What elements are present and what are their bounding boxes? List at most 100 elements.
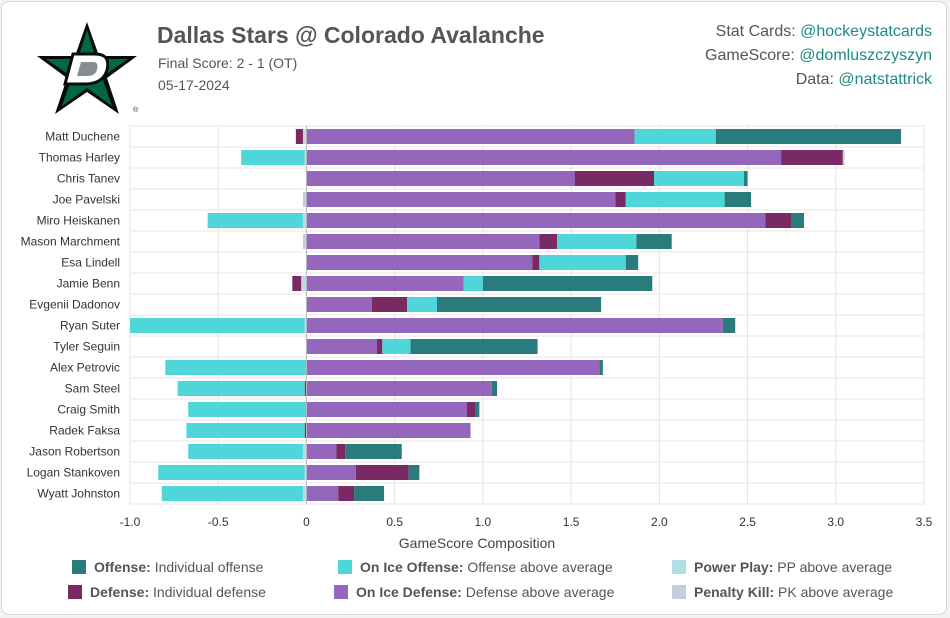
bar-segment-penalty-kill (842, 150, 845, 165)
legend-swatch (672, 560, 686, 574)
credit-line: Stat Cards: @hockeystatcards (705, 20, 932, 44)
legend-bold: Defense: (90, 584, 150, 600)
bar-segment-defense (371, 297, 408, 312)
bar-segment-offense (715, 129, 902, 144)
bar-segment-on-ice-defense (306, 213, 766, 228)
player-label: Evgenii Dadonov (29, 298, 120, 312)
bar-segment-offense (599, 360, 603, 375)
credit-line: GameScore: @domluszczyszyn (705, 44, 932, 68)
bar-segment-defense (304, 423, 307, 438)
legend-text: Defense above average (465, 584, 615, 600)
player-label: Miro Heiskanen (37, 214, 120, 228)
legend-item-offense: Offense: Individual offense (72, 559, 263, 575)
bar-segment-on-ice-defense (306, 318, 723, 333)
credit-label: Data: (795, 71, 834, 88)
bar-segment-on-ice-offense (161, 486, 303, 501)
x-tick-label: 2.0 (651, 515, 668, 529)
x-tick-label: 1.0 (475, 515, 492, 529)
bar-segment-on-ice-offense (654, 171, 745, 186)
bar-segment-defense (292, 276, 302, 291)
bar-segment-offense (345, 444, 402, 459)
bar-segment-on-ice-offense (556, 234, 637, 249)
credit-label: GameScore: (705, 47, 795, 64)
legend-text: Individual offense (154, 559, 264, 575)
bar-segment-offense (625, 255, 639, 270)
bar-segment-defense (338, 486, 355, 501)
bar-segment-on-ice-defense (306, 171, 575, 186)
bar-segment-offense (744, 171, 748, 186)
legend-bold: On Ice Defense: (356, 584, 462, 600)
bar-segment-power-play (302, 276, 307, 291)
bar-segment-on-ice-defense (306, 486, 339, 501)
legend-swatch (334, 585, 348, 599)
x-tick-label: -1.0 (120, 515, 141, 529)
legend-swatch (338, 560, 352, 574)
player-label: Sam Steel (65, 382, 120, 396)
credits: Stat Cards: @hockeystatcards GameScore: … (705, 20, 932, 92)
player-label: Logan Stankoven (27, 466, 120, 480)
bar-segment-on-ice-defense (306, 255, 533, 270)
credit-link-data[interactable]: @natstattrick (838, 71, 932, 88)
bar-segment-on-ice-defense (306, 339, 378, 354)
legend-swatch (68, 585, 82, 599)
bar-segment-penalty-kill (302, 192, 307, 207)
bar-segment-on-ice-defense (306, 297, 372, 312)
bar-segment-on-ice-defense (306, 360, 600, 375)
bar-segment-on-ice-offense (188, 402, 307, 417)
game-date: 05-17-2024 (158, 77, 230, 93)
player-label: Tyler Seguin (53, 340, 120, 354)
bar-segment-defense (574, 171, 655, 186)
player-label: Esa Lindell (61, 256, 120, 270)
player-label: Craig Smith (57, 403, 120, 417)
x-tick-label: 3.0 (827, 515, 844, 529)
bar-segment-defense (539, 234, 557, 249)
legend-text: PK above average (778, 584, 894, 600)
legend-item-penalty-kill: Penalty Kill: PK above average (672, 584, 893, 600)
bar-segment-on-ice-offense (463, 276, 483, 291)
bar-segment-penalty-kill (302, 129, 305, 144)
bar-segment-power-play (304, 465, 307, 480)
bar-segment-on-ice-defense (306, 276, 464, 291)
credit-label: Stat Cards: (715, 23, 796, 40)
legend-item-defense: Defense: Individual defense (68, 584, 266, 600)
bar-segment-on-ice-defense (306, 381, 492, 396)
bar-segment-offense (636, 234, 672, 249)
x-axis-title: GameScore Composition (399, 535, 555, 551)
bar-segment-on-ice-offense (177, 381, 305, 396)
bar-segment-defense (615, 192, 626, 207)
x-tick-label: -0.5 (208, 515, 229, 529)
bar-segment-offense (482, 276, 653, 291)
x-tick-label: 0 (303, 515, 310, 529)
bar-segment-offense (437, 297, 602, 312)
bar-segment-on-ice-offense (130, 318, 305, 333)
page-title: Dallas Stars @ Colorado Avalanche (157, 22, 545, 48)
bar-segment-on-ice-defense (306, 150, 782, 165)
legend-swatch (72, 560, 86, 574)
bar-segment-offense (410, 339, 538, 354)
bar-segment-on-ice-defense (306, 129, 635, 144)
bar-segment-on-ice-offense (188, 444, 303, 459)
credit-link-statcards[interactable]: @hockeystatcards (800, 23, 932, 40)
player-label: Jason Robertson (29, 445, 120, 459)
credit-link-gamescore[interactable]: @domluszczyszyn (799, 47, 932, 64)
bar-segment-offense (354, 486, 385, 501)
bar-segment-on-ice-defense (306, 465, 356, 480)
bar-segment-on-ice-offense (158, 465, 305, 480)
x-tick-label: 0.5 (386, 515, 403, 529)
player-label: Thomas Harley (39, 151, 120, 165)
bar-segment-on-ice-defense (306, 444, 337, 459)
bar-segment-on-ice-offense (407, 297, 438, 312)
legend-bold: Offense: (94, 559, 151, 575)
bar-segment-power-play (304, 150, 307, 165)
bar-segment-on-ice-offense (634, 129, 716, 144)
player-label: Joe Pavelski (53, 193, 120, 207)
bar-segment-on-ice-offense (241, 150, 305, 165)
legend-bold: Power Play: (694, 559, 774, 575)
bar-segment-offense (491, 381, 498, 396)
bar-segment-defense (295, 129, 303, 144)
legend-text: Offense above average (467, 559, 613, 575)
bar-segment-defense (467, 402, 476, 417)
legend-item-power-play: Power Play: PP above average (672, 559, 892, 575)
bar-segment-on-ice-defense (306, 234, 540, 249)
bar-segment-offense (408, 465, 420, 480)
